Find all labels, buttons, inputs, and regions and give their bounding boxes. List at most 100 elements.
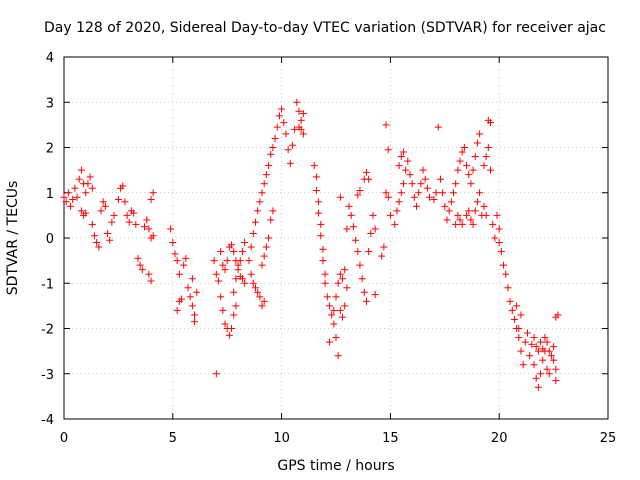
data-point	[421, 175, 429, 183]
data-point	[114, 196, 122, 204]
data-point	[417, 180, 425, 188]
data-point	[258, 261, 266, 269]
data-point	[473, 198, 481, 206]
data-point	[258, 302, 266, 310]
data-point	[430, 196, 438, 204]
data-point	[550, 356, 558, 364]
data-point	[349, 223, 357, 231]
data-point	[299, 130, 307, 138]
data-point	[219, 306, 227, 314]
data-point	[356, 261, 364, 269]
data-point	[232, 275, 240, 283]
data-point	[423, 184, 431, 192]
data-point	[254, 207, 262, 215]
x-tick-label: 5	[169, 431, 177, 446]
data-point	[82, 189, 90, 197]
data-point	[99, 198, 107, 206]
data-point	[552, 377, 560, 385]
data-point	[547, 352, 555, 360]
data-point	[147, 277, 155, 285]
data-point	[495, 225, 503, 233]
data-point	[441, 202, 449, 210]
data-point	[143, 216, 151, 224]
data-point	[341, 302, 349, 310]
data-point	[550, 343, 558, 351]
data-point	[238, 248, 246, 256]
data-point	[123, 211, 131, 219]
data-point	[191, 318, 199, 326]
data-point	[343, 284, 351, 292]
data-point	[256, 293, 264, 301]
data-point	[519, 361, 527, 369]
y-tick-label: 1	[46, 187, 54, 202]
data-point	[147, 196, 155, 204]
data-point	[432, 189, 440, 197]
data-point	[193, 288, 201, 296]
data-point	[299, 110, 307, 118]
data-point	[260, 297, 268, 305]
data-point	[463, 211, 471, 219]
data-point	[221, 266, 229, 274]
data-point	[260, 252, 268, 260]
data-point	[452, 180, 460, 188]
y-tick-label: -2	[41, 323, 54, 338]
data-point	[273, 123, 281, 131]
data-point	[380, 243, 388, 251]
data-point	[73, 193, 81, 201]
data-point	[106, 236, 114, 244]
data-point	[386, 211, 394, 219]
data-point	[534, 347, 542, 355]
data-point	[77, 166, 85, 174]
data-point	[491, 234, 499, 242]
data-point	[452, 220, 460, 228]
data-point	[445, 207, 453, 215]
data-point	[230, 311, 238, 319]
data-point	[141, 223, 149, 231]
data-point	[456, 157, 464, 165]
data-point	[258, 189, 266, 197]
data-point	[167, 225, 175, 233]
data-point	[391, 220, 399, 228]
data-point	[439, 189, 447, 197]
data-point	[467, 216, 475, 224]
data-point	[288, 141, 296, 149]
data-point	[545, 370, 553, 378]
data-point	[319, 257, 327, 265]
data-point	[489, 220, 497, 228]
y-axis-label: SDTVAR / TECUs	[5, 181, 21, 296]
data-point	[476, 189, 484, 197]
data-point	[480, 202, 488, 210]
data-point	[500, 261, 508, 269]
data-point	[280, 119, 288, 127]
data-point	[480, 162, 488, 170]
data-point	[93, 239, 101, 247]
data-point	[323, 293, 331, 301]
data-point	[495, 239, 503, 247]
data-point	[513, 302, 521, 310]
data-point	[465, 171, 473, 179]
data-point	[260, 180, 268, 188]
data-point	[191, 311, 199, 319]
data-point	[339, 275, 347, 283]
data-point	[247, 270, 255, 278]
data-point	[471, 153, 479, 161]
data-point	[328, 311, 336, 319]
data-point	[406, 171, 414, 179]
data-point	[188, 275, 196, 283]
data-point	[247, 243, 255, 251]
data-point	[534, 383, 542, 391]
data-point	[334, 279, 342, 287]
data-point	[249, 229, 257, 237]
data-point	[356, 186, 364, 194]
data-point	[319, 245, 327, 253]
data-point	[469, 166, 477, 174]
data-point	[60, 193, 68, 201]
data-point	[262, 243, 270, 251]
data-point	[532, 374, 540, 382]
data-point	[443, 216, 451, 224]
data-point	[504, 284, 512, 292]
data-point	[336, 306, 344, 314]
data-point	[523, 329, 531, 337]
data-point	[217, 293, 225, 301]
data-point	[341, 266, 349, 274]
